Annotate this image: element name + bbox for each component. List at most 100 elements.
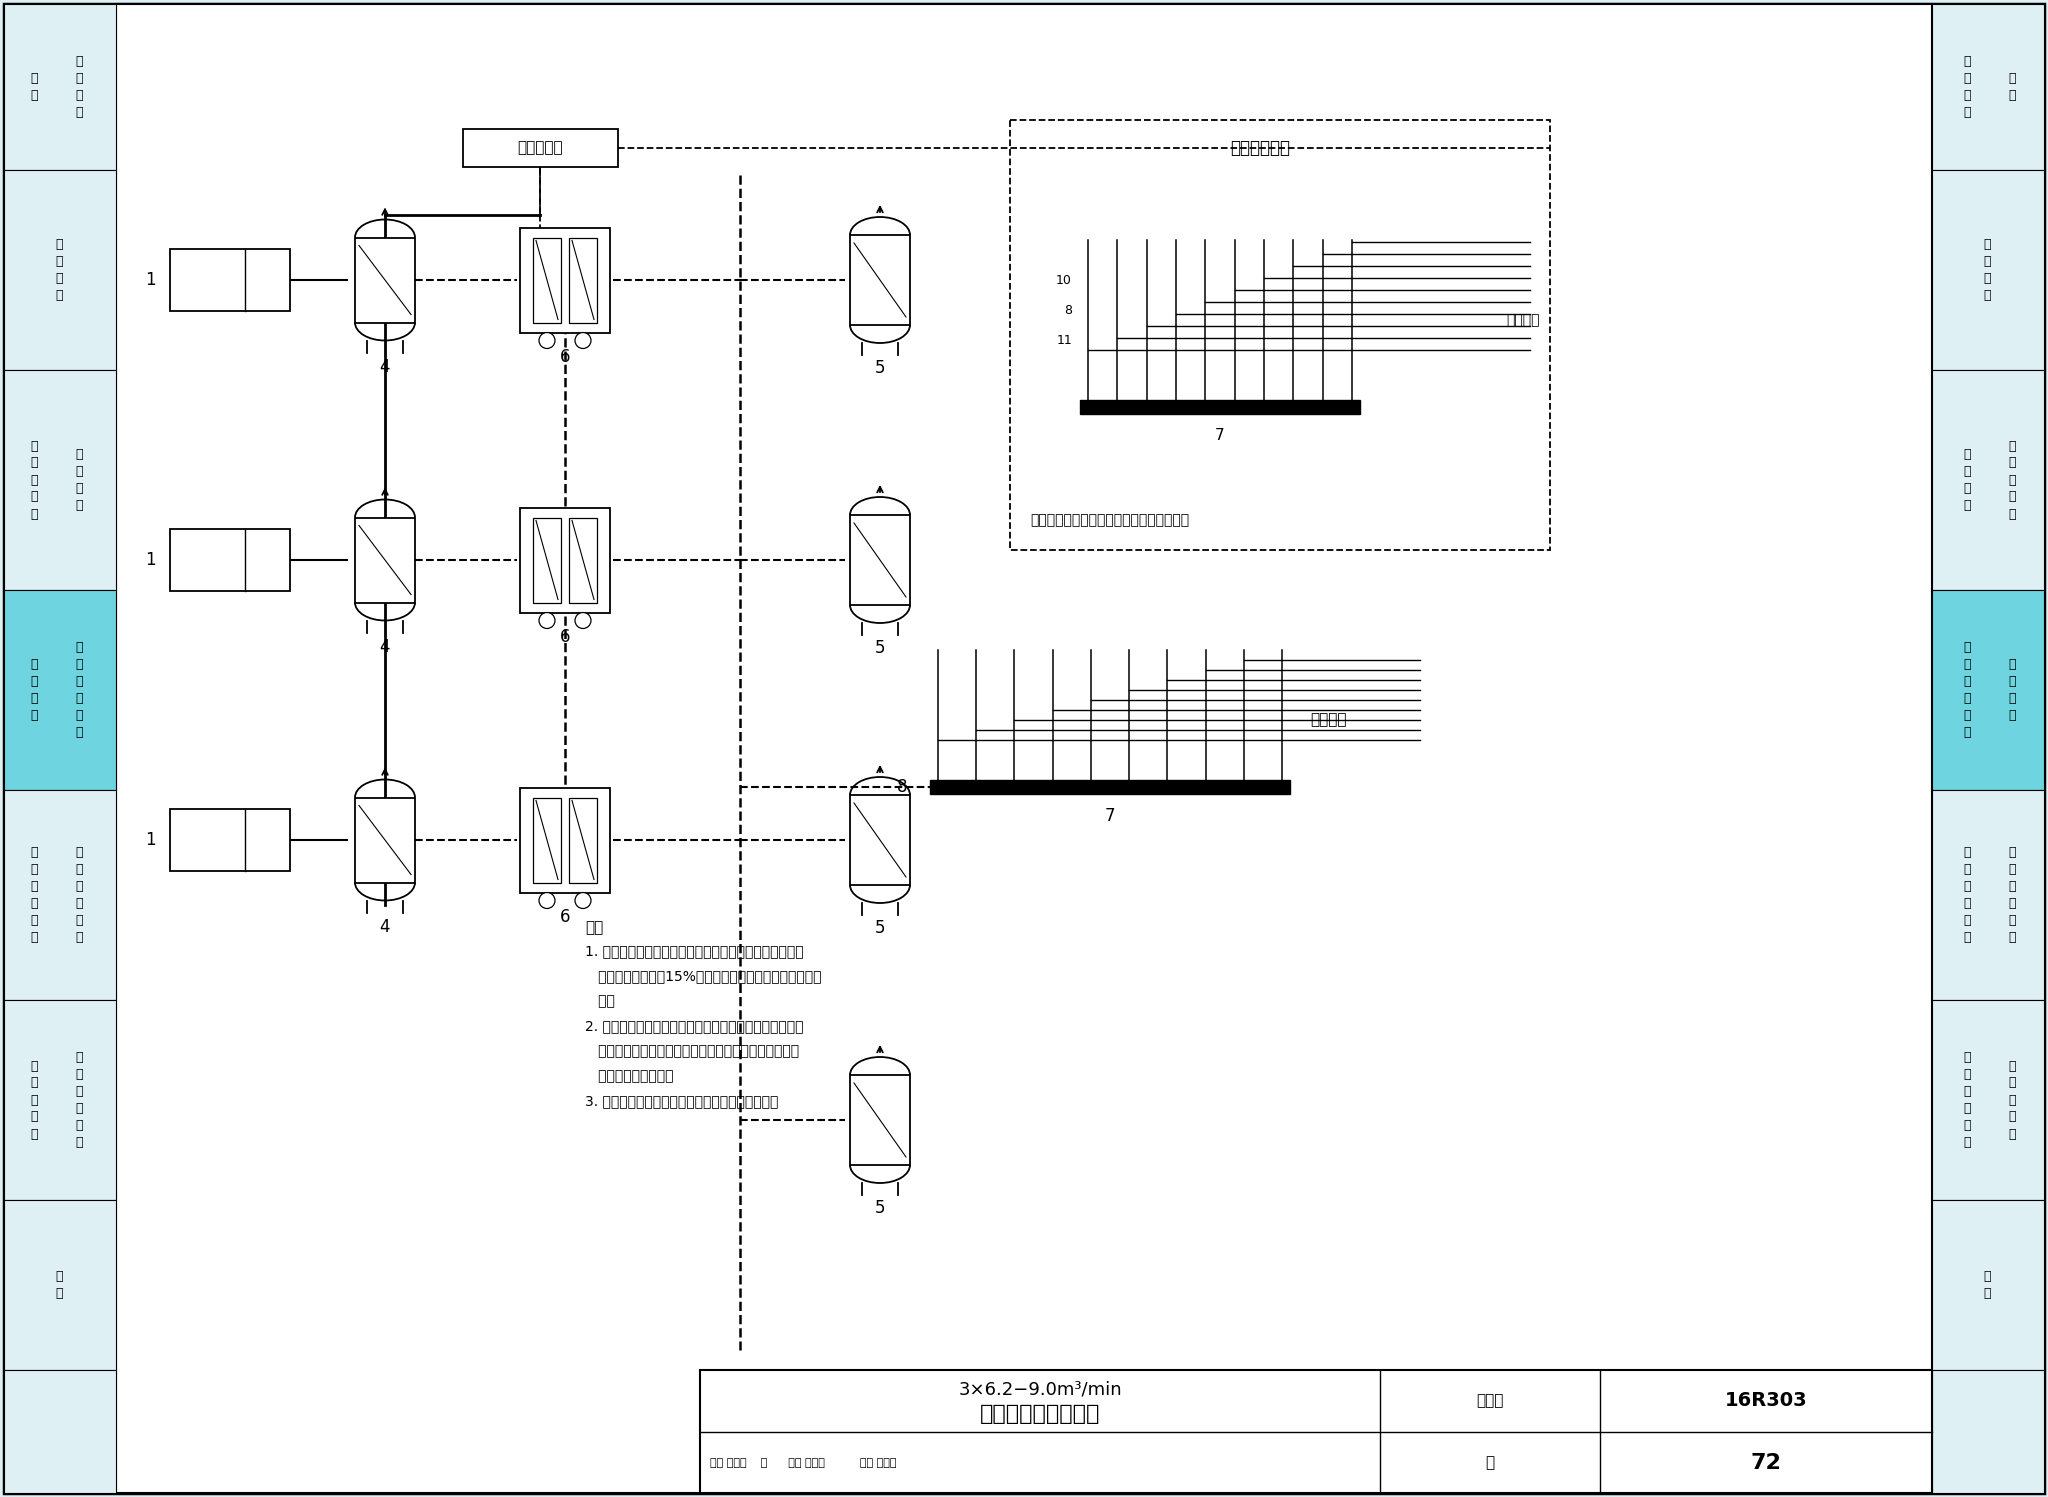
Text: 4: 4	[379, 358, 391, 377]
Bar	[1931, 1000, 2044, 1201]
Text: 6: 6	[559, 629, 569, 647]
Text: 设
计
实
例: 设 计 实 例	[31, 659, 37, 722]
Text: 目
录: 目 录	[2009, 72, 2015, 102]
Bar	[569, 798, 598, 883]
Text: 审核 林向阳    日      校对 袁白妹          设计 马玉清: 审核 林向阳 日 校对 袁白妹 设计 马玉清	[711, 1458, 897, 1469]
Text: 末
端
应
用
示
例: 末 端 应 用 示 例	[2009, 846, 2015, 945]
Text: 3×6.2−9.0m³/min: 3×6.2−9.0m³/min	[958, 1382, 1122, 1400]
Bar	[4, 1370, 117, 1493]
Text: 6: 6	[559, 349, 569, 367]
Bar	[1931, 1201, 2044, 1370]
Bar	[850, 235, 909, 325]
Text: 按新规范需加露点报警和一氧化碳浓度报警: 按新规范需加露点报警和一氧化碳浓度报警	[1030, 513, 1190, 527]
Circle shape	[539, 892, 555, 909]
Text: 10: 10	[1057, 274, 1071, 286]
Bar	[850, 795, 909, 885]
Bar	[4, 171, 117, 370]
Circle shape	[575, 332, 592, 349]
Text: 相
关
术
语: 相 关 术 语	[55, 238, 63, 302]
Bar	[569, 238, 598, 322]
Text: 医
院
医
用
气
体: 医 院 医 用 气 体	[76, 846, 82, 945]
Text: 预留管道: 预留管道	[1507, 313, 1540, 326]
Bar	[1931, 590, 2044, 790]
Text: 末
端
应
用
示
例: 末 端 应 用 示 例	[31, 846, 37, 945]
Text: 目
录: 目 录	[31, 72, 37, 102]
Circle shape	[575, 892, 592, 909]
Circle shape	[539, 612, 555, 629]
Bar	[1931, 4, 2044, 171]
Bar	[4, 1201, 117, 1370]
Bar	[569, 518, 598, 602]
Text: 3. 每台空压机应设置独立的电源开关及控制回路。: 3. 每台空压机应设置独立的电源开关及控制回路。	[586, 1094, 778, 1108]
Bar	[532, 798, 561, 883]
Bar	[4, 590, 117, 790]
Text: 报警及控制: 报警及控制	[518, 141, 563, 156]
Text: 页: 页	[1485, 1455, 1495, 1470]
Text: 附
录: 附 录	[1982, 1269, 1991, 1299]
Text: 8: 8	[897, 778, 907, 796]
Bar	[1931, 1370, 2044, 1493]
Text: 注：: 注：	[586, 921, 604, 936]
Bar	[4, 1000, 117, 1201]
Text: 5: 5	[874, 919, 885, 937]
Text: 4: 4	[379, 919, 391, 937]
Text: 设
计
实
例: 设 计 实 例	[2009, 659, 2015, 722]
Text: 与
施
工
说
明: 与 施 工 说 明	[2009, 1060, 2015, 1141]
Text: 1. 当设备、压缩空气总管处压力超过设定允许压力上限和: 1. 当设备、压缩空气总管处压力超过设定允许压力上限和	[586, 945, 803, 958]
Text: 压缩机能自动启动。: 压缩机能自动启动。	[586, 1069, 674, 1082]
Text: 控制箱，使每台空压机设备交替投入运行，断电恢复后: 控制箱，使每台空压机设备交替投入运行，断电恢复后	[586, 1043, 799, 1058]
Text: 2. 各设备应能根据各自压力信号将压力信号传至空压机总: 2. 各设备应能根据各自压力信号将压力信号传至空压机总	[586, 1019, 803, 1033]
Text: 编
制
说
明: 编 制 说 明	[1964, 55, 1970, 118]
Text: 医
用
气
体
设
计: 医 用 气 体 设 计	[76, 1051, 82, 1150]
Text: 医
院
医
用
气
体: 医 院 医 用 气 体	[1964, 846, 1970, 945]
Text: 编
制
说
明: 编 制 说 明	[76, 55, 82, 118]
Bar	[850, 1075, 909, 1165]
Bar	[532, 518, 561, 602]
Bar	[1931, 171, 2044, 370]
Text: 8: 8	[1065, 304, 1071, 316]
Bar	[117, 4, 1931, 1493]
Bar	[520, 787, 610, 892]
Text: 接报警及控制: 接报警及控制	[1231, 139, 1290, 157]
Text: 预留管道: 预留管道	[1311, 713, 1346, 728]
Text: 医
用
气
体
设
计: 医 用 气 体 设 计	[1964, 1051, 1970, 1150]
Bar	[354, 518, 416, 602]
Text: 控。: 控。	[586, 994, 614, 1007]
Text: 7: 7	[1214, 428, 1225, 443]
Text: 16R303: 16R303	[1724, 1392, 1806, 1410]
Circle shape	[539, 332, 555, 349]
Bar	[1931, 790, 2044, 1000]
Bar	[354, 238, 416, 322]
Text: 4: 4	[379, 639, 391, 657]
Text: 7: 7	[1104, 807, 1116, 825]
Bar	[463, 129, 618, 168]
Text: 1: 1	[145, 551, 156, 569]
Bar	[930, 780, 1290, 793]
Text: 5: 5	[874, 639, 885, 657]
Text: 1: 1	[145, 271, 156, 289]
Text: 11: 11	[1057, 334, 1071, 346]
Bar	[1931, 370, 2044, 590]
Text: 6: 6	[559, 909, 569, 927]
Text: 低于额定压力欠压15%时，启动超、欠压报警，并远传楼: 低于额定压力欠压15%时，启动超、欠压报警，并远传楼	[586, 969, 821, 984]
Text: 设
计
技
术: 设 计 技 术	[76, 448, 82, 512]
Text: 72: 72	[1751, 1454, 1782, 1473]
Bar	[4, 370, 117, 590]
Text: 图集号: 图集号	[1477, 1394, 1503, 1409]
Bar	[700, 1370, 1931, 1493]
Text: 5: 5	[874, 359, 885, 377]
Text: 压缩空气站控制框图: 压缩空气站控制框图	[979, 1404, 1100, 1424]
Bar	[4, 4, 117, 171]
Circle shape	[575, 612, 592, 629]
Bar	[4, 790, 117, 1000]
Text: 原
则
与
要
点: 原 则 与 要 点	[2009, 440, 2015, 521]
Bar	[170, 808, 291, 871]
Bar	[520, 228, 610, 332]
Text: 附
录: 附 录	[55, 1269, 63, 1299]
Bar	[520, 507, 610, 612]
Text: 1: 1	[145, 831, 156, 849]
Bar	[170, 528, 291, 591]
Text: 相
关
术
语: 相 关 术 语	[1982, 238, 1991, 302]
Text: 设
计
技
术: 设 计 技 术	[1964, 448, 1970, 512]
Bar	[1010, 120, 1550, 549]
